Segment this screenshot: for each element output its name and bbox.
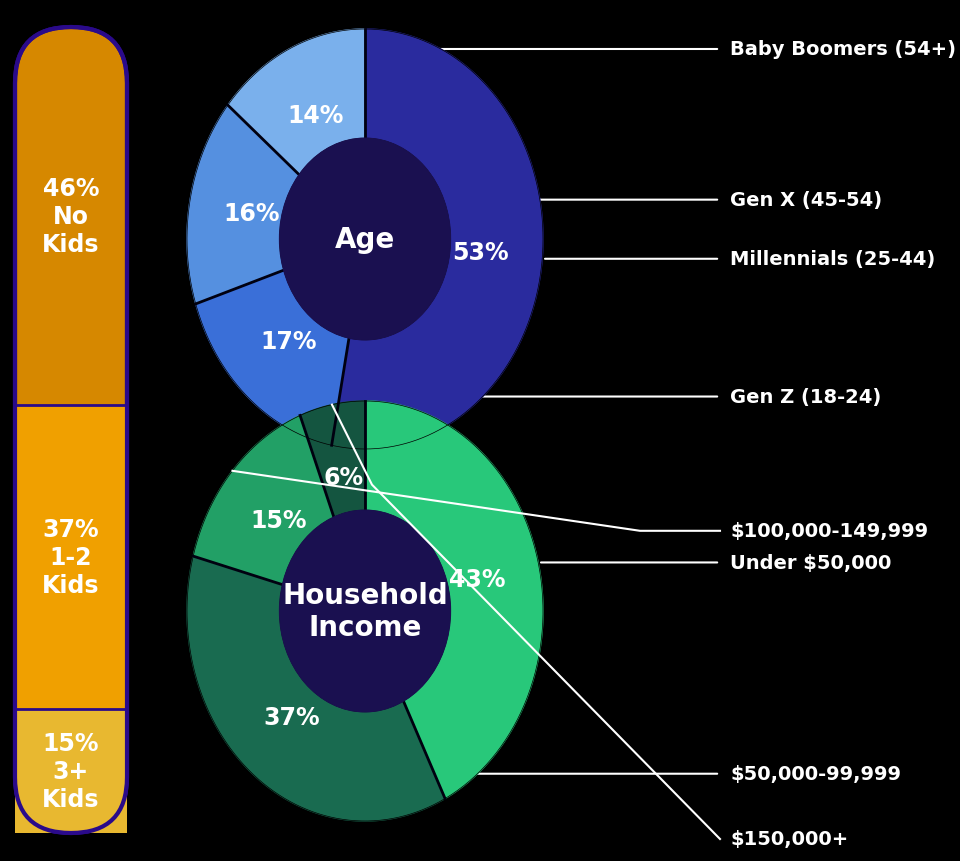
Text: Age: Age — [335, 226, 396, 254]
Text: 16%: 16% — [223, 202, 279, 226]
Ellipse shape — [279, 139, 450, 340]
Text: $100,000-149,999: $100,000-149,999 — [730, 522, 928, 541]
Text: 17%: 17% — [260, 330, 317, 354]
Ellipse shape — [279, 511, 450, 712]
Text: Household
Income: Household Income — [282, 581, 448, 641]
Text: Millennials (25-44): Millennials (25-44) — [730, 250, 935, 269]
Text: 15%
3+
Kids: 15% 3+ Kids — [42, 731, 100, 811]
Text: $50,000-99,999: $50,000-99,999 — [730, 765, 901, 784]
Text: Gen Z (18-24): Gen Z (18-24) — [730, 387, 881, 406]
FancyBboxPatch shape — [15, 28, 127, 833]
Text: 15%: 15% — [251, 508, 307, 532]
Polygon shape — [331, 30, 543, 449]
Text: $150,000+: $150,000+ — [730, 829, 849, 848]
Text: 43%: 43% — [449, 567, 506, 592]
Bar — [15, 709, 127, 833]
Polygon shape — [228, 30, 365, 176]
Text: 37%: 37% — [264, 705, 321, 729]
Text: 14%: 14% — [288, 104, 344, 128]
Polygon shape — [187, 106, 300, 305]
Text: 6%: 6% — [324, 465, 364, 489]
Polygon shape — [193, 416, 334, 585]
Text: Gen X (45-54): Gen X (45-54) — [730, 191, 882, 210]
Text: 53%: 53% — [452, 240, 509, 264]
Polygon shape — [300, 401, 365, 517]
Text: 46%
No
Kids: 46% No Kids — [42, 177, 100, 257]
Polygon shape — [196, 271, 349, 446]
Bar — [15, 406, 127, 833]
Polygon shape — [365, 401, 543, 799]
Text: Baby Boomers (54+): Baby Boomers (54+) — [730, 40, 956, 59]
Text: Under $50,000: Under $50,000 — [730, 554, 892, 573]
Text: 37%
1-2
Kids: 37% 1-2 Kids — [42, 517, 100, 598]
Polygon shape — [187, 556, 445, 821]
